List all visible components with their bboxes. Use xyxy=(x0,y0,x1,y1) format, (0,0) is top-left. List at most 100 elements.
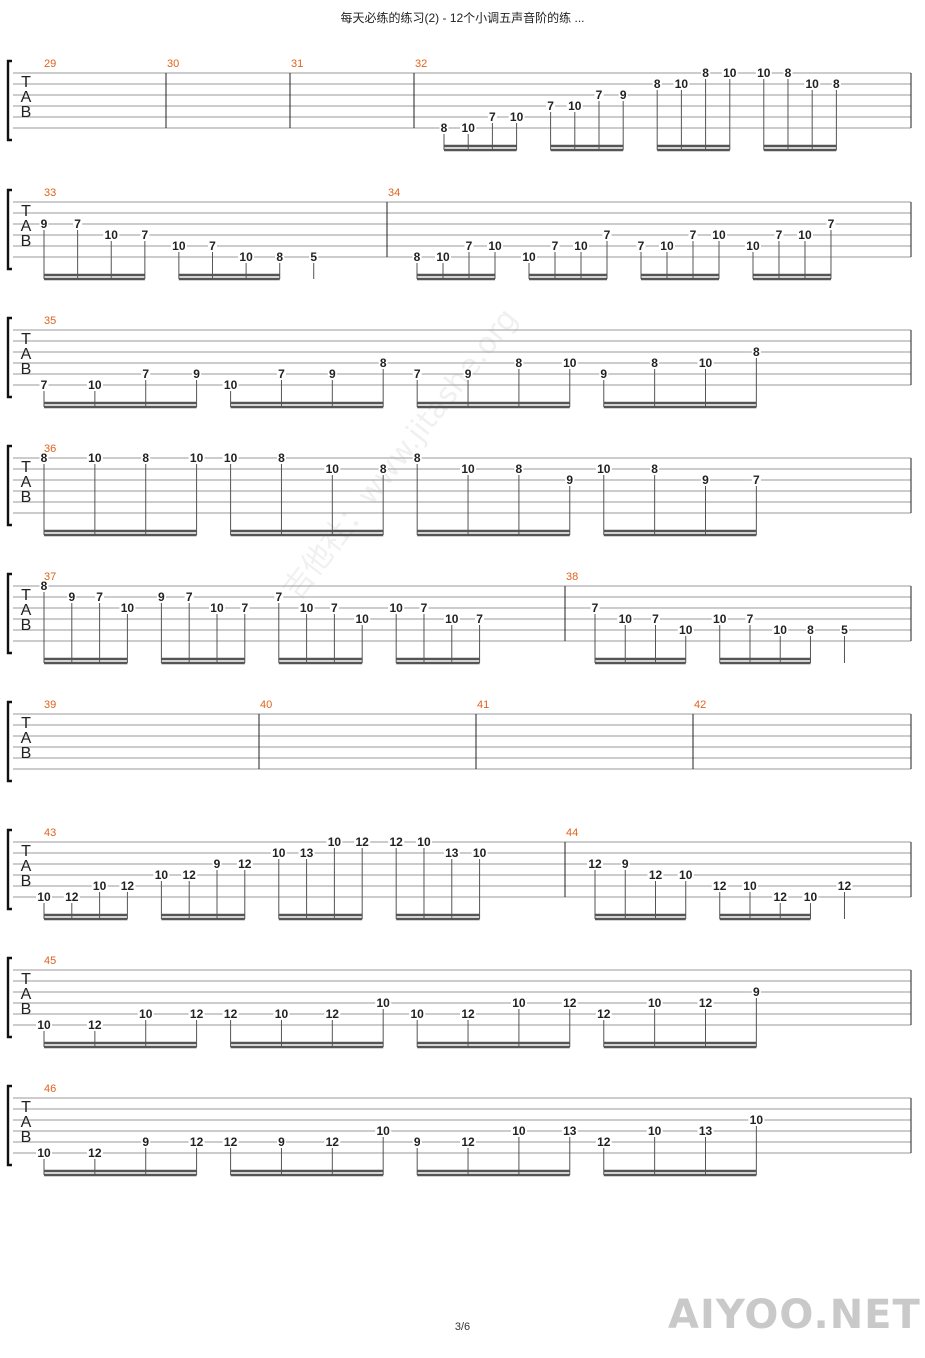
fret-number: 10 xyxy=(275,1007,289,1021)
fret-number: 10 xyxy=(619,612,633,626)
fret-bg xyxy=(460,1136,477,1147)
fret-bg xyxy=(298,847,315,858)
fret-bg xyxy=(836,880,853,891)
fret-bg xyxy=(617,613,634,624)
tab-clef-letter: B xyxy=(21,489,32,506)
fret-number: 10 xyxy=(88,451,102,465)
fret-number: 10 xyxy=(679,623,693,637)
fret-bg xyxy=(273,1008,290,1019)
fret-number: 10 xyxy=(563,356,577,370)
measure-number: 46 xyxy=(44,1083,56,1095)
fret-bg xyxy=(602,229,612,240)
measure-number: 34 xyxy=(388,187,400,199)
system-bracket xyxy=(6,828,12,911)
fret-number: 8 xyxy=(142,451,149,465)
tab-system: TAB 39 40 41 42 xyxy=(6,699,912,783)
fret-number: 12 xyxy=(461,1007,475,1021)
fret-number: 10 xyxy=(798,228,812,242)
fret-bg xyxy=(412,251,422,262)
fret-bg xyxy=(354,613,371,624)
fret-bg xyxy=(119,602,136,613)
fret-bg xyxy=(141,368,151,379)
fret-number: 10 xyxy=(37,1018,51,1032)
system-bracket xyxy=(6,316,12,399)
fret-number: 10 xyxy=(473,846,487,860)
fret-number: 9 xyxy=(566,473,573,487)
fret-number: 8 xyxy=(785,66,792,80)
fret-number: 8 xyxy=(753,345,760,359)
tab-system: TAB 43 10 12 10 12 10 12 9 12 10 13 10 12 12 10 13 10 44 12… xyxy=(6,827,912,921)
fret-number: 10 xyxy=(750,1113,764,1127)
fret-bg xyxy=(443,613,460,624)
fret-number: 9 xyxy=(41,217,48,231)
fret-number: 10 xyxy=(272,846,286,860)
fret-bg xyxy=(212,858,222,869)
tab-clef-letter: A xyxy=(21,218,32,235)
fret-number: 10 xyxy=(417,835,431,849)
fret-number: 8 xyxy=(654,77,661,91)
fret-number: 12 xyxy=(183,868,197,882)
tab-clef-letter: B xyxy=(21,1001,32,1018)
fret-number: 7 xyxy=(96,590,103,604)
fret-number: 7 xyxy=(828,217,835,231)
tab-clef-letter: T xyxy=(21,74,31,91)
fret-bg xyxy=(460,122,477,133)
fret-number: 7 xyxy=(747,612,754,626)
fret-bg xyxy=(595,463,612,474)
fret-number: 8 xyxy=(651,356,658,370)
fret-bg xyxy=(103,229,120,240)
fret-bg xyxy=(208,602,225,613)
fret-bg xyxy=(741,880,758,891)
fret-bg xyxy=(274,591,284,602)
fret-bg xyxy=(688,229,698,240)
tab-clef-letter: T xyxy=(21,203,31,220)
fret-number: 12 xyxy=(774,890,788,904)
fret-number: 9 xyxy=(68,590,75,604)
fret-number: 8 xyxy=(278,451,285,465)
tab-clef-letter: T xyxy=(21,331,31,348)
fret-number: 12 xyxy=(713,879,727,893)
fret-bg xyxy=(595,1008,612,1019)
measure-number: 33 xyxy=(44,187,56,199)
fret-number: 12 xyxy=(699,996,713,1010)
fret-number: 10 xyxy=(224,378,238,392)
fret-number: 7 xyxy=(592,601,599,615)
tab-clef-letter: B xyxy=(21,745,32,762)
fret-number: 12 xyxy=(563,996,577,1010)
fret-bg xyxy=(388,836,405,847)
fret-number: 12 xyxy=(224,1135,238,1149)
fret-number: 9 xyxy=(702,473,709,487)
system-bracket xyxy=(6,444,12,527)
fret-number: 10 xyxy=(712,228,726,242)
fret-number: 9 xyxy=(600,367,607,381)
fret-number: 10 xyxy=(757,66,771,80)
fret-bg xyxy=(412,1136,422,1147)
fret-number: 10 xyxy=(88,378,102,392)
site-logo: AIYOO.NET xyxy=(668,1292,921,1338)
fret-number: 10 xyxy=(488,239,502,253)
fret-number: 10 xyxy=(648,996,662,1010)
fret-bg xyxy=(646,997,663,1008)
fret-bg xyxy=(460,463,477,474)
fret-number: 10 xyxy=(746,239,760,253)
fret-bg xyxy=(652,78,662,89)
fret-bg xyxy=(378,463,388,474)
tab-clef-letter: T xyxy=(21,843,31,860)
fret-number: 8 xyxy=(441,121,448,135)
fret-bg xyxy=(86,1147,103,1158)
fret-number: 8 xyxy=(651,462,658,476)
tab-system: TAB 46 10 12 9 12 12 9 12 10 9 12 10 13 12 10 13 10 xyxy=(6,1083,912,1177)
fret-number: 13 xyxy=(445,846,459,860)
tab-clef-letter: T xyxy=(21,715,31,732)
fret-bg xyxy=(748,1114,765,1125)
fret-bg xyxy=(63,891,80,902)
fret-bg xyxy=(514,463,524,474)
fret-number: 9 xyxy=(193,367,200,381)
fret-bg xyxy=(86,379,103,390)
fret-number: 10 xyxy=(512,1124,526,1138)
fret-bg xyxy=(86,452,103,463)
fret-bg xyxy=(650,613,660,624)
fret-number: 9 xyxy=(622,857,629,871)
fret-bg xyxy=(326,836,343,847)
